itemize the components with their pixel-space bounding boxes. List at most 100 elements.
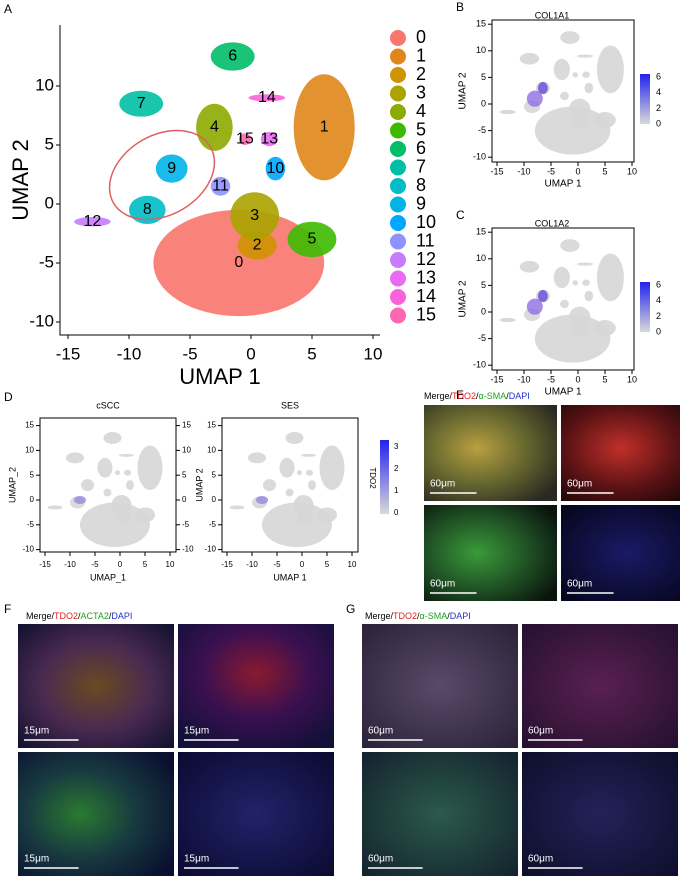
x-axis-label: UMAP 1 xyxy=(544,387,581,398)
stain-part: ACTA2 xyxy=(81,611,109,621)
cluster-cells xyxy=(115,470,120,476)
x-tick-label: 0 xyxy=(246,344,255,363)
colorbar xyxy=(380,440,389,514)
scale-label: 60μm xyxy=(430,579,455,590)
legend-label: 9 xyxy=(416,193,426,213)
y-tick-label: 15 xyxy=(207,421,216,430)
y-tick-label: 15 xyxy=(476,19,486,29)
cluster-cells xyxy=(572,72,578,78)
cluster-cells xyxy=(80,502,150,548)
legend-swatch xyxy=(390,122,406,139)
cluster-cells xyxy=(519,260,540,273)
cluster-cells xyxy=(534,106,611,155)
x-axis-label: UMAP 1 xyxy=(544,179,581,190)
y-tick-label: 5 xyxy=(481,280,486,290)
expression-hotspot xyxy=(537,290,548,303)
cluster-cells xyxy=(560,299,569,309)
panel-label: C xyxy=(456,208,465,222)
legend-label: 0 xyxy=(416,27,426,47)
cluster-label: 14 xyxy=(258,89,276,106)
legend-swatch xyxy=(390,30,406,46)
cluster-cells xyxy=(572,280,578,286)
cluster-cells xyxy=(210,176,231,196)
x-tick-label: -10 xyxy=(246,560,258,569)
x-tick-label: -10 xyxy=(117,344,142,363)
micrograph xyxy=(424,505,557,601)
cluster-cells xyxy=(265,156,286,181)
y-tick-label: -10 xyxy=(22,545,34,554)
y-tick-label: -5 xyxy=(209,520,217,529)
cluster-cells xyxy=(519,52,540,65)
cluster-cells xyxy=(248,452,266,464)
x-tick-label: 5 xyxy=(307,344,316,363)
legend-label: 5 xyxy=(416,119,426,139)
legend-swatch xyxy=(390,196,406,213)
plot-frame xyxy=(491,19,635,163)
legend-swatch xyxy=(390,141,406,157)
cluster-cells xyxy=(135,507,155,523)
y-tick-label: 5 xyxy=(212,470,217,479)
cluster-cells xyxy=(155,154,188,183)
x-tick-label: -5 xyxy=(547,374,555,384)
legend-swatch xyxy=(390,48,406,65)
cluster-cells xyxy=(287,221,337,258)
x-tick-label: 5 xyxy=(602,166,607,176)
expression-hotspot xyxy=(74,496,86,504)
cluster-cells xyxy=(119,90,164,117)
scale-label: 60μm xyxy=(528,726,553,737)
stain-part: / xyxy=(78,611,81,621)
x-tick-label: 10 xyxy=(364,344,383,363)
plot-title: cSCC xyxy=(96,400,120,410)
cluster-cells xyxy=(103,432,122,444)
legend-label: 14 xyxy=(416,286,436,306)
axis-line xyxy=(59,25,380,336)
legend-label: 10 xyxy=(416,212,436,232)
cluster-cells xyxy=(137,445,163,491)
y-tick-label: -10 xyxy=(473,360,486,370)
cluster-label: 8 xyxy=(143,201,152,218)
expression-hotspot xyxy=(256,496,268,504)
cluster-label: 1 xyxy=(320,119,329,136)
plot-frame xyxy=(39,417,177,553)
x-tick-label: 10 xyxy=(348,560,357,569)
micrograph xyxy=(561,405,680,501)
y-tick-label: 5 xyxy=(182,470,187,479)
cluster-cells xyxy=(260,132,278,147)
y-tick-label: 15 xyxy=(182,421,191,430)
micrograph xyxy=(178,752,334,876)
y-tick-label: 10 xyxy=(476,45,486,55)
scale-label: 15μm xyxy=(184,726,209,737)
y-tick-label: 5 xyxy=(481,72,486,82)
cluster-cells xyxy=(499,317,516,323)
scale-label: 15μm xyxy=(184,854,209,865)
micrograph xyxy=(522,624,678,748)
stain-part: / xyxy=(506,391,509,401)
cluster-cells xyxy=(568,98,591,120)
y-tick-label: 0 xyxy=(30,495,35,504)
stain-part: DAPI xyxy=(450,611,471,621)
scale-label: 60μm xyxy=(368,854,393,865)
x-tick-label: 0 xyxy=(575,374,580,384)
x-tick-label: 10 xyxy=(627,166,637,176)
micrograph xyxy=(561,505,680,601)
panel-label: G xyxy=(346,602,355,616)
cluster-cells xyxy=(308,480,316,491)
cluster-cells xyxy=(129,195,166,225)
cluster-cells xyxy=(196,103,233,151)
micrograph xyxy=(18,752,174,876)
cluster-label: 0 xyxy=(234,254,243,271)
cluster-cells xyxy=(596,45,624,94)
cluster-cells xyxy=(568,306,591,328)
plot-frame xyxy=(491,227,635,371)
x-tick-label: 0 xyxy=(300,560,305,569)
colorbar-label: 0 xyxy=(656,118,661,128)
cluster-label: 10 xyxy=(267,160,285,177)
expression-hotspot xyxy=(526,298,543,315)
legend-label: 15 xyxy=(416,304,436,324)
cluster-cells xyxy=(560,239,580,252)
panel-label: A xyxy=(4,2,12,16)
cluster-cells xyxy=(285,432,304,444)
legend-label: 1 xyxy=(416,45,426,65)
scale-label: 15μm xyxy=(24,854,49,865)
y-tick-label: 0 xyxy=(45,193,54,212)
